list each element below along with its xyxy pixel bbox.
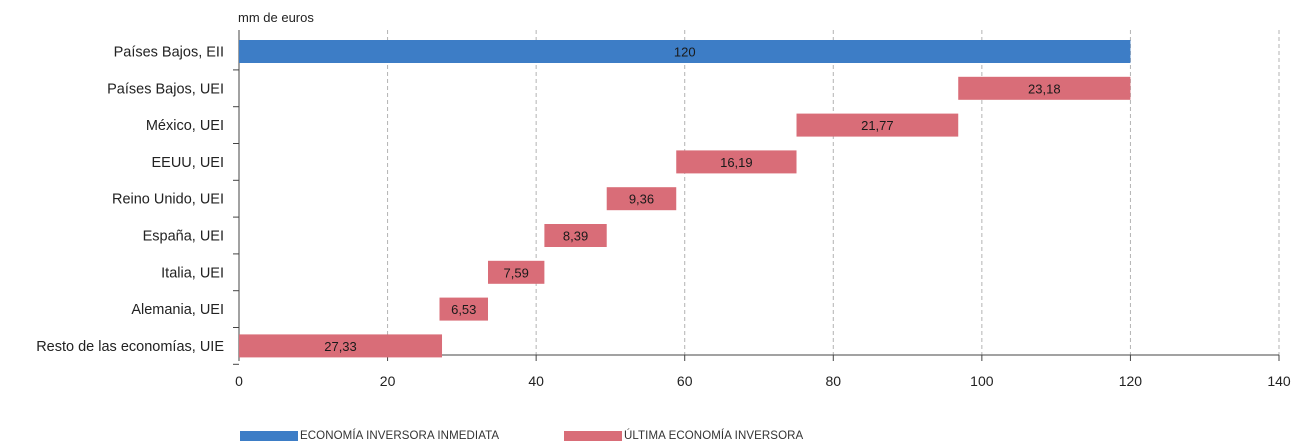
category-label: Países Bajos, UEI	[107, 81, 224, 97]
category-label: España, UEI	[143, 229, 224, 245]
bar	[488, 260, 545, 284]
unit-label: mm de euros	[238, 10, 314, 25]
data-label: 16,19	[720, 155, 753, 170]
data-label: 120	[674, 45, 696, 60]
data-label: 23,18	[1028, 81, 1061, 96]
data-label: 27,33	[324, 339, 357, 354]
waterfall-chart: 0 20 40 60 80 100 120 140 Países Bajos, EII 120 Pa…	[36, 30, 1291, 389]
bar	[676, 150, 797, 174]
category-label: Países Bajos, EII	[114, 45, 224, 61]
bar	[796, 113, 959, 137]
legend-swatch-immediate	[240, 431, 298, 441]
bar	[544, 224, 607, 247]
x-tick-label: 100	[970, 373, 994, 389]
category-label: Italia, UEI	[161, 265, 224, 281]
bar	[606, 187, 677, 211]
x-tick-label: 60	[677, 373, 693, 389]
category-label: Reino Unido, UEI	[112, 192, 224, 208]
category-label: México, UEI	[146, 118, 224, 134]
bar	[239, 40, 1131, 63]
bar	[958, 76, 1131, 100]
legend-label-ultimate: ÚLTIMA ECONOMÍA INVERSORA	[624, 430, 804, 442]
legend: ECONOMÍA INVERSORA INMEDIATA ÚLTIMA ECON…	[0, 426, 1295, 443]
data-label: 6,53	[451, 302, 476, 317]
legend-item-ultimate: ÚLTIMA ECONOMÍA INVERSORA	[564, 430, 803, 442]
x-tick-label: 140	[1267, 373, 1291, 389]
data-label: 21,77	[861, 118, 894, 133]
legend-swatch-ultimate	[564, 431, 622, 441]
x-tick-label: 120	[1119, 373, 1143, 389]
data-label: 8,39	[563, 229, 588, 244]
legend-label-immediate: ECONOMÍA INVERSORA INMEDIATA	[300, 430, 500, 442]
category-label: EEUU, UEI	[151, 155, 224, 171]
bar	[239, 334, 443, 358]
category-label: Alemania, UEI	[131, 302, 224, 318]
x-tick-label: 20	[380, 373, 396, 389]
legend-item-immediate: ECONOMÍA INVERSORA INMEDIATA	[240, 430, 499, 442]
data-label: 7,59	[504, 265, 529, 280]
data-label: 9,36	[629, 192, 654, 207]
bar	[439, 297, 489, 321]
category-label: Resto de las economías, UIE	[36, 339, 224, 355]
x-tick-label: 80	[825, 373, 841, 389]
x-tick-label: 40	[528, 373, 544, 389]
x-tick-label: 0	[235, 373, 243, 389]
